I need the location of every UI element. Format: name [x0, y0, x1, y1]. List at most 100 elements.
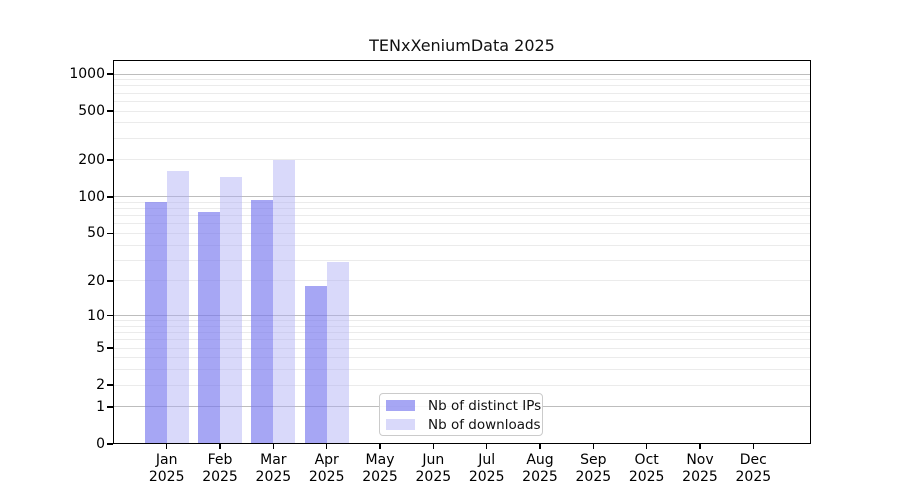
gridline-minor	[113, 384, 811, 386]
x-tick-mark	[432, 444, 435, 449]
y-tick-label: 500	[78, 103, 105, 120]
x-tick-label-feb: Feb 2025	[188, 452, 252, 485]
gridline-minor	[113, 244, 811, 246]
x-tick-mark	[272, 444, 275, 449]
x-tick-year: 2025	[362, 468, 398, 485]
legend-label-distinct-ips: Nb of distinct IPs	[428, 397, 542, 414]
y-tick-label: 2	[96, 377, 105, 394]
x-tick-year: 2025	[468, 468, 505, 485]
x-tick-year: 2025	[682, 468, 718, 485]
y-tick-label: 5	[96, 340, 105, 357]
x-tick-mark	[219, 444, 221, 449]
x-tick-month: Feb	[207, 452, 233, 468]
y-tick-mark	[107, 443, 113, 445]
x-tick-label-jan: Jan 2025	[135, 452, 199, 485]
plot-area: Nb of distinct IPs Nb of downloads	[113, 60, 811, 444]
gridline-minor	[113, 347, 811, 349]
y-tick-mark	[107, 347, 113, 349]
y-tick-label: 10	[87, 307, 105, 324]
gridline-minor	[113, 332, 811, 334]
y-tick-mark	[107, 406, 113, 408]
y-tick-label: 1000	[69, 66, 105, 82]
gridline-minor	[113, 208, 811, 210]
y-tick-label: 1	[96, 398, 105, 415]
x-tick-year: 2025	[202, 468, 238, 485]
y-tick-mark	[107, 384, 113, 386]
y-tick-label: 200	[78, 151, 105, 168]
gridline-minor	[113, 110, 811, 112]
x-tick-label-mar: Mar 2025	[241, 452, 305, 485]
x-tick-month: Jun	[422, 452, 445, 468]
x-tick-year: 2025	[575, 468, 612, 485]
gridline-minor	[113, 100, 811, 102]
x-tick-year: 2025	[415, 468, 452, 485]
chart-title: TENxXeniumData 2025	[369, 36, 555, 55]
gridline-minor	[113, 369, 811, 371]
legend-swatch-distinct-ips	[386, 400, 415, 411]
bar-nb-of-downloads-feb	[220, 177, 243, 444]
gridline-minor	[113, 280, 811, 282]
x-tick-label-may: May 2025	[348, 452, 412, 485]
x-tick-month: Aug	[526, 452, 554, 468]
gridline-major	[113, 315, 811, 317]
bar-nb-of-distinct-ips-mar	[251, 200, 274, 444]
x-tick-month: Nov	[686, 452, 714, 468]
gridline-minor	[113, 223, 811, 225]
legend-row-downloads: Nb of downloads	[386, 415, 542, 434]
x-tick-mark	[699, 444, 701, 449]
x-tick-month: Sep	[580, 452, 607, 468]
x-tick-label-oct: Oct 2025	[615, 452, 679, 485]
x-tick-year: 2025	[628, 468, 665, 485]
y-tick-mark	[107, 232, 113, 235]
x-tick-label-aug: Aug 2025	[508, 452, 572, 485]
gridline-minor	[113, 320, 811, 322]
x-tick-mark	[645, 444, 648, 449]
gridline-minor	[113, 122, 811, 124]
x-tick-label-jul: Jul 2025	[455, 452, 519, 485]
x-tick-label-dec: Dec 2025	[721, 452, 785, 485]
bar-nb-of-downloads-apr	[326, 261, 349, 444]
gridline-minor	[113, 339, 811, 341]
bar-nb-of-distinct-ips-jan	[144, 202, 167, 444]
gridline-major	[113, 196, 811, 198]
x-tick-mark	[485, 444, 488, 449]
y-tick-mark	[107, 110, 113, 112]
y-tick-mark	[107, 73, 113, 75]
gridline-minor	[113, 159, 811, 161]
gridline-major	[113, 73, 811, 75]
y-tick-label: 100	[78, 188, 105, 205]
x-tick-label-jun: Jun 2025	[401, 452, 465, 485]
gridline-minor	[113, 232, 811, 234]
x-tick-month: Jul	[478, 452, 496, 468]
x-tick-month: Oct	[634, 452, 659, 468]
y-tick-mark	[107, 196, 113, 198]
x-tick-year: 2025	[735, 468, 772, 485]
x-tick-mark	[592, 444, 595, 449]
x-tick-month: May	[365, 452, 395, 468]
y-tick-label: 20	[87, 272, 105, 289]
gridline-minor	[113, 85, 811, 87]
x-tick-year: 2025	[308, 468, 345, 485]
gridline-minor	[113, 357, 811, 359]
bar-nb-of-distinct-ips-feb	[198, 212, 221, 444]
x-tick-mark	[539, 444, 541, 449]
legend: Nb of distinct IPs Nb of downloads	[379, 393, 543, 436]
gridline-minor	[113, 215, 811, 217]
x-tick-mark	[165, 444, 168, 449]
x-tick-year: 2025	[148, 468, 185, 485]
y-tick-label: 0	[96, 436, 105, 452]
x-tick-mark	[325, 444, 328, 449]
x-tick-month: Dec	[739, 452, 767, 468]
gridline-minor	[113, 259, 811, 261]
x-tick-label-sep: Sep 2025	[561, 452, 625, 485]
x-tick-label-nov: Nov 2025	[668, 452, 732, 485]
x-tick-label-apr: Apr 2025	[295, 452, 359, 485]
gridline-minor	[113, 325, 811, 327]
x-tick-month: Apr	[314, 452, 339, 468]
bar-nb-of-downloads-jan	[166, 171, 189, 444]
bar-nb-of-distinct-ips-apr	[304, 286, 327, 444]
y-tick-mark	[107, 159, 113, 161]
x-tick-mark	[379, 444, 381, 449]
x-tick-year: 2025	[522, 468, 558, 485]
